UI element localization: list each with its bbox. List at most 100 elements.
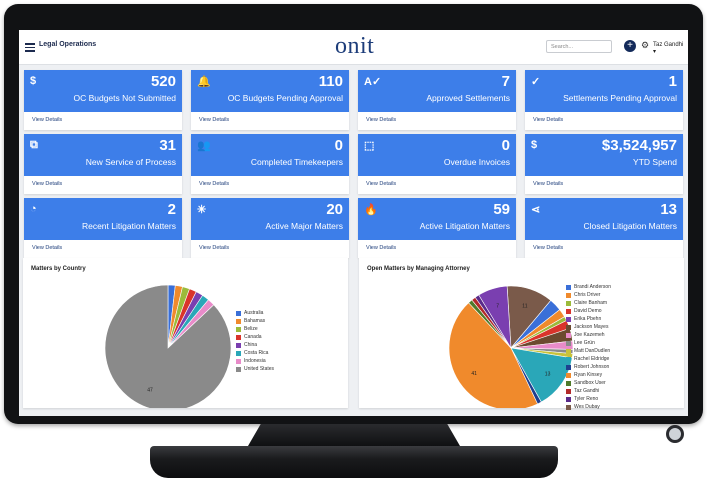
legend-item[interactable]: Jackson Mayes [566, 324, 611, 332]
pie-slice-label: 41 [471, 371, 477, 377]
legend-attorney: Brandi Anderson Chris Driver Claire Banham… [566, 284, 611, 412]
view-details-link[interactable]: View Details [533, 117, 564, 123]
legend-item[interactable]: Erika Pbehn [566, 316, 611, 324]
kpi-label: YTD Spend [633, 157, 677, 167]
power-button [666, 425, 684, 443]
menu-icon[interactable] [25, 43, 35, 52]
legend-swatch [236, 367, 241, 372]
legend-item[interactable]: Bahamas [236, 318, 274, 326]
legend-swatch [566, 389, 571, 394]
people-icon: 👥 [197, 140, 211, 152]
legend-item[interactable]: Lee Grün [566, 340, 611, 348]
view-details-link[interactable]: View Details [366, 245, 397, 251]
legend-item[interactable]: Costa Rica [236, 350, 274, 358]
legend-item[interactable]: Wes Dubay [566, 404, 611, 412]
legend-item[interactable]: Chris Driver [566, 292, 611, 300]
legend-item[interactable]: Robert Johnson [566, 364, 611, 372]
legend-swatch [236, 327, 241, 332]
kpi-value: 0 [334, 137, 343, 154]
spellcheck-icon: A✓ [364, 76, 382, 88]
legend-swatch [566, 349, 571, 354]
check-icon: ✓ [531, 76, 541, 88]
kpi-label: OC Budgets Not Submitted [73, 93, 176, 103]
view-details-link[interactable]: View Details [32, 181, 63, 187]
open-in-new-icon: ⧉ [30, 139, 38, 151]
legend-label: Robert Johnson [574, 364, 610, 370]
legend-item[interactable]: Ryan Kinsey [566, 372, 611, 380]
onit-logo[interactable]: onit [335, 33, 375, 59]
legend-label: Taz Gandhi [574, 388, 600, 394]
view-details-link[interactable]: View Details [199, 245, 230, 251]
legend-swatch [236, 311, 241, 316]
kpi-card: ⋖ 13 Closed Litigation Matters View Details [525, 198, 683, 258]
kpi-card: ✓ 1 Settlements Pending Approval View Detai… [525, 70, 683, 130]
timelapse-icon: ◔ [30, 203, 37, 215]
legend-item[interactable]: China [236, 342, 274, 350]
pie-slice[interactable] [478, 285, 512, 349]
legend-item[interactable]: David Demo [566, 308, 611, 316]
legend-label: Costa Rica [244, 350, 269, 356]
kpi-card-header: ⋖ 13 Closed Litigation Matters [525, 198, 683, 240]
pie-slice[interactable] [510, 347, 573, 403]
legend-item[interactable]: Taz Gandhi [566, 388, 611, 396]
kpi-value: 110 [318, 73, 343, 90]
legend-swatch [566, 293, 571, 298]
sparkle-icon: ✳ [197, 204, 207, 216]
kpi-label: New Service of Process [85, 157, 176, 167]
legend-item[interactable]: Sandbox User [566, 380, 611, 388]
kpi-value: 520 [150, 73, 176, 90]
kpi-card-header: $ $3,524,957 YTD Spend [525, 134, 683, 176]
legend-item[interactable]: Canada [236, 334, 274, 342]
legend-item[interactable]: Joe Kazemeh [566, 332, 611, 340]
view-details-link[interactable]: View Details [366, 181, 397, 187]
legend-item[interactable]: Australia [236, 310, 274, 318]
view-details-link[interactable]: View Details [32, 245, 63, 251]
chart-title: Matters by Country [31, 266, 86, 272]
legend-item[interactable]: Indonesia [236, 358, 274, 366]
legend-item[interactable]: Matt DanDudlen [566, 348, 611, 356]
add-button[interactable]: + [624, 40, 636, 52]
kpi-card-header: ◔ 2 Recent Litigation Matters [24, 198, 182, 240]
kpi-value: 7 [501, 73, 510, 90]
legend-label: Jackson Mayes [574, 324, 609, 330]
view-details-link[interactable]: View Details [32, 117, 63, 123]
legend-label: Sandbox User [574, 380, 606, 386]
legend-swatch [566, 325, 571, 330]
legend-item[interactable]: Tyler Reno [566, 396, 611, 404]
legend-label: Lee Grün [574, 340, 595, 346]
pie-slice[interactable] [448, 302, 538, 408]
legend-item[interactable]: Brandi Anderson [566, 284, 611, 292]
app-title: Legal Operations [39, 41, 97, 48]
gear-icon[interactable]: ⚙ [641, 40, 650, 50]
frame-icon: ⬚ [364, 140, 375, 152]
dollar-icon: $ [531, 139, 538, 151]
legend-label: United States [244, 366, 275, 372]
kpi-value: $3,524,957 [601, 137, 677, 154]
user-menu[interactable]: Taz Gandhi ▾ [653, 42, 688, 55]
view-details-link[interactable]: View Details [199, 117, 230, 123]
legend-label: Erika Pbehn [574, 316, 602, 322]
search-input[interactable]: Search... [546, 40, 612, 53]
view-details-link[interactable]: View Details [199, 181, 230, 187]
bell-icon: 🔔 [197, 76, 211, 88]
legend-item[interactable]: United States [236, 366, 274, 374]
kpi-value: 2 [167, 201, 176, 218]
pie-slice[interactable] [104, 284, 232, 408]
legend-swatch [236, 335, 241, 340]
legend-item[interactable]: Rachel Eldridge [566, 356, 611, 364]
legend-item[interactable]: Belize [236, 326, 274, 334]
kpi-label: Active Litigation Matters [419, 221, 510, 231]
kpi-value: 0 [501, 137, 510, 154]
view-details-link[interactable]: View Details [533, 181, 564, 187]
legend-label: Australia [244, 310, 264, 316]
legend-item[interactable]: Claire Banham [566, 300, 611, 308]
kpi-card: ⧉ 31 New Service of Process View Details [24, 134, 182, 194]
kpi-card: ⬚ 0 Overdue Invoices View Details [358, 134, 516, 194]
legend-swatch [566, 341, 571, 346]
kpi-label: OC Budgets Pending Approval [227, 93, 343, 103]
view-details-link[interactable]: View Details [366, 117, 397, 123]
kpi-card: 🔥 59 Active Litigation Matters View Details [358, 198, 516, 258]
view-details-link[interactable]: View Details [533, 245, 564, 251]
legend-label: Tyler Reno [574, 396, 599, 402]
legend-label: Brandi Anderson [574, 284, 611, 290]
